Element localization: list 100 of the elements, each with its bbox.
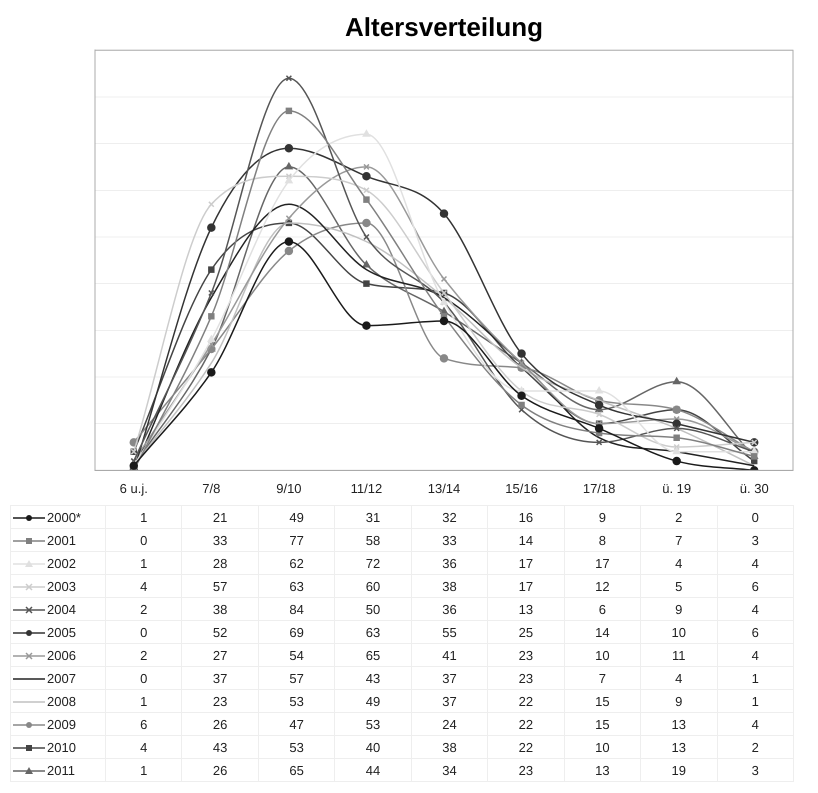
data-label: 53 — [334, 712, 412, 736]
data-label: 65 — [334, 644, 412, 666]
data-label: 65 — [258, 758, 335, 782]
x-tick-label: ü. 30 — [740, 480, 769, 496]
data-label: 34 — [411, 758, 488, 782]
legend-label: 2003 — [47, 578, 76, 594]
data-label: 63 — [334, 620, 412, 644]
data-label: 1 — [106, 506, 182, 528]
data-label: 43 — [182, 736, 258, 758]
legend-label: 2001 — [47, 532, 76, 548]
data-label: 5 — [640, 574, 717, 598]
data-label: 1 — [106, 758, 182, 782]
data-label: 40 — [334, 736, 412, 758]
data-label: 16 — [488, 506, 564, 528]
data-label: 26 — [182, 712, 258, 736]
data-label: 62 — [258, 552, 335, 574]
data-label: 17 — [488, 552, 564, 574]
data-label: 38 — [411, 736, 488, 758]
data-label: 22 — [488, 736, 564, 758]
data-label: 2 — [106, 644, 182, 666]
data-label: 43 — [334, 666, 412, 690]
data-label: 4 — [106, 574, 182, 598]
data-label: 6 — [717, 574, 794, 598]
data-label: 10 — [640, 620, 717, 644]
data-label: 7 — [564, 666, 641, 690]
data-label: 33 — [411, 528, 488, 552]
data-label: 1 — [106, 690, 182, 712]
data-label: 9 — [640, 598, 717, 620]
data-label: 7 — [640, 528, 717, 552]
data-label: 15 — [564, 690, 641, 712]
data-label: 37 — [182, 666, 258, 690]
data-label: 23 — [488, 758, 564, 782]
data-label: 21 — [182, 506, 258, 528]
data-label: 1 — [106, 552, 182, 574]
data-label: 36 — [411, 552, 488, 574]
data-label: 77 — [258, 528, 335, 552]
data-label: 9 — [564, 506, 641, 528]
data-label: 38 — [182, 598, 258, 620]
data-label: 4 — [717, 644, 794, 666]
data-label: 28 — [182, 552, 258, 574]
data-label: 22 — [488, 712, 564, 736]
x-tick-label: ü. 19 — [662, 480, 692, 496]
data-label: 10 — [564, 644, 641, 666]
data-label: 47 — [258, 712, 335, 736]
data-label: 69 — [258, 620, 335, 644]
data-label: 0 — [106, 528, 182, 552]
legend-label: 2009 — [47, 716, 76, 732]
chart-title: Altersverteilung — [345, 12, 543, 42]
data-label: 13 — [564, 758, 641, 782]
data-label: 60 — [334, 574, 412, 598]
x-tick-label: 15/16 — [505, 480, 538, 496]
x-tick-label: 11/12 — [350, 480, 382, 496]
x-tick-label: 7/8 — [202, 480, 220, 496]
data-label: 17 — [564, 552, 641, 574]
data-label: 4 — [717, 552, 794, 574]
data-label: 24 — [411, 712, 488, 736]
x-tick-label: 17/18 — [582, 480, 616, 496]
data-label: 41 — [411, 644, 488, 666]
data-label: 19 — [640, 758, 717, 782]
data-label: 9 — [640, 690, 717, 712]
data-label: 1 — [717, 690, 794, 712]
data-label: 52 — [182, 620, 258, 644]
data-label: 2 — [717, 736, 794, 758]
data-label: 6 — [564, 598, 641, 620]
data-label: 3 — [717, 528, 794, 552]
legend-label: 2002 — [47, 556, 76, 570]
data-label: 23 — [182, 690, 258, 712]
data-label: 10 — [564, 736, 641, 758]
data-label: 37 — [411, 666, 488, 690]
data-label: 0 — [717, 506, 794, 528]
data-label: 54 — [258, 644, 335, 666]
data-label: 11 — [640, 644, 717, 666]
x-tick-label: 6 u.j. — [120, 480, 148, 496]
data-label: 1 — [717, 666, 794, 690]
data-label: 32 — [411, 506, 488, 528]
data-label: 49 — [334, 690, 412, 712]
data-label: 53 — [258, 690, 335, 712]
legend-label: 2005 — [47, 624, 76, 640]
data-label: 27 — [182, 644, 258, 666]
data-label: 57 — [182, 574, 258, 598]
data-label: 23 — [488, 666, 564, 690]
data-label: 49 — [258, 506, 335, 528]
legend-label: 2011 — [47, 762, 75, 778]
data-label: 55 — [411, 620, 488, 644]
data-label: 4 — [640, 666, 717, 690]
data-label: 31 — [334, 506, 412, 528]
data-label: 6 — [717, 620, 794, 644]
legend-label: 2006 — [47, 648, 76, 662]
data-label: 84 — [258, 598, 335, 620]
legend-label: 2008 — [47, 694, 76, 708]
data-label: 13 — [488, 598, 564, 620]
data-label: 26 — [182, 758, 258, 782]
data-label: 53 — [258, 736, 335, 758]
data-label: 3 — [717, 758, 794, 782]
data-label: 50 — [334, 598, 412, 620]
data-label: 38 — [411, 574, 488, 598]
data-label: 44 — [334, 758, 412, 782]
data-label: 4 — [106, 736, 182, 758]
data-label: 22 — [488, 690, 564, 712]
data-label: 14 — [488, 528, 564, 552]
